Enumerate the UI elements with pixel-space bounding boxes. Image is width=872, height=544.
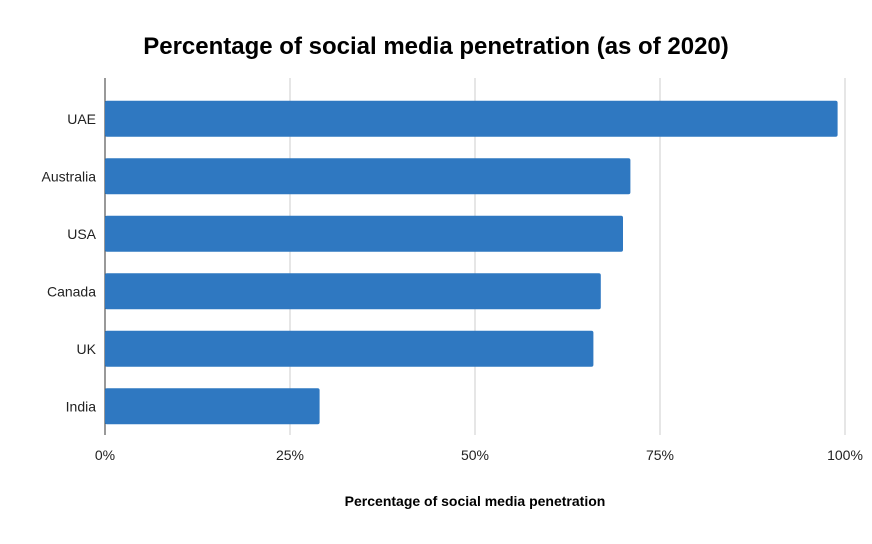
bar-uae bbox=[105, 100, 838, 137]
y-category-label: UK bbox=[77, 341, 97, 357]
x-tick-label: 25% bbox=[276, 447, 304, 463]
y-category-label: UAE bbox=[67, 111, 96, 127]
chart-title: Percentage of social media penetration (… bbox=[143, 33, 729, 60]
bar-canada bbox=[105, 273, 601, 310]
bar-usa bbox=[105, 215, 623, 252]
y-category-label: Australia bbox=[42, 168, 97, 184]
bar-uk bbox=[105, 330, 594, 367]
y-category-label: Canada bbox=[47, 283, 96, 299]
y-category-label: USA bbox=[67, 226, 96, 242]
x-tick-label: 100% bbox=[827, 447, 863, 463]
bar-india bbox=[105, 388, 320, 425]
x-tick-label: 0% bbox=[95, 447, 115, 463]
y-category-label: India bbox=[66, 398, 97, 414]
bar-australia bbox=[105, 158, 631, 195]
x-axis-title: Percentage of social media penetration bbox=[345, 493, 606, 509]
x-tick-label: 50% bbox=[461, 447, 489, 463]
x-tick-label: 75% bbox=[646, 447, 674, 463]
